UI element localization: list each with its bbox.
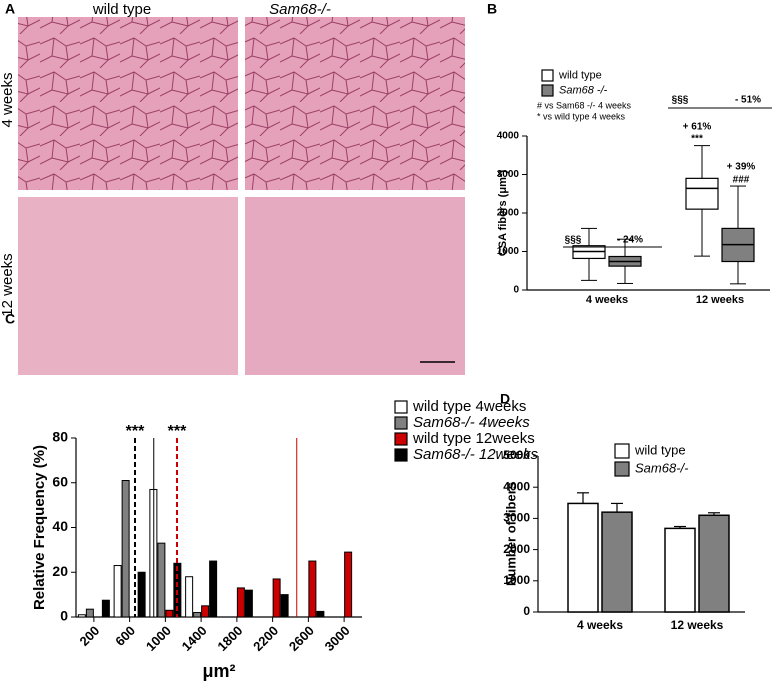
x-tick-label: 2200 (250, 623, 281, 654)
y-tick-label: 60 (52, 473, 68, 489)
x-tick-label: 3000 (322, 623, 353, 654)
micrograph (245, 197, 465, 375)
legend-label: wild type 12weeks (412, 430, 535, 447)
x-tick-label: 4 weeks (577, 618, 623, 632)
bar (113, 565, 122, 618)
panel-label: C (5, 311, 15, 327)
x-tick-label: 4 weeks (586, 294, 628, 306)
y-tick-label: 0 (513, 285, 519, 296)
column-label: Sam68-/- (269, 1, 331, 18)
significance-label: *** (168, 423, 187, 440)
note: * vs wild type 4 weeks (537, 111, 626, 121)
x-tick-label: 1000 (143, 623, 174, 654)
bar (601, 511, 633, 613)
x-axis-label: μm² (202, 661, 235, 681)
legend-swatch (394, 416, 408, 430)
legend-label: Sam68-/- 4weeks (413, 414, 530, 431)
bar (77, 614, 86, 618)
bar (344, 551, 353, 618)
y-tick-label: 2000 (497, 208, 520, 219)
y-axis-label: Number of fibers (503, 482, 518, 586)
y-tick-label: 40 (52, 518, 68, 534)
bar (101, 599, 110, 618)
bar (201, 605, 210, 618)
bar (157, 542, 166, 618)
y-tick-label: 4000 (503, 479, 530, 493)
row-label: 12 weeks (0, 253, 16, 316)
panel-label: B (487, 1, 497, 17)
bar (121, 480, 130, 618)
annotation: ### (733, 175, 750, 186)
micrograph (245, 17, 465, 190)
annotation: + 61% (683, 122, 712, 133)
y-tick-label: 0 (523, 604, 530, 618)
panel-label: A (5, 1, 15, 17)
micrograph (18, 17, 238, 190)
bar (698, 514, 730, 613)
annotation: *** (691, 134, 703, 145)
y-tick-label: 2000 (503, 542, 530, 556)
y-tick-label: 0 (60, 608, 68, 624)
legend-swatch (614, 443, 630, 459)
bar (664, 527, 696, 613)
row-label: 4 weeks (0, 72, 16, 127)
bar (165, 609, 174, 618)
bar (567, 502, 599, 613)
x-tick-label: 600 (112, 623, 138, 649)
legend-label: Sam68-/- 12weeks (413, 446, 539, 463)
legend-swatch (394, 448, 408, 462)
note: # vs Sam68 -/- 4 weeks (537, 100, 632, 110)
bar (209, 560, 218, 618)
panel-label: D (500, 391, 510, 407)
y-axis-label: Relative Frequency (%) (31, 445, 48, 610)
y-tick-label: 80 (52, 429, 68, 445)
column-label: wild type (92, 1, 151, 18)
legend-swatch (394, 432, 408, 446)
bar (236, 587, 245, 618)
annotation: §§§ (565, 235, 582, 246)
legend-swatch (541, 84, 554, 97)
bar (85, 608, 94, 618)
bar (272, 578, 281, 618)
bar (280, 594, 289, 618)
y-tick-label: 3000 (503, 511, 530, 525)
significance-label: *** (126, 423, 145, 440)
x-tick-label: 12 weeks (696, 294, 744, 306)
annotation: - 51% (735, 95, 761, 106)
y-tick-label: 5000 (503, 448, 530, 462)
y-tick-label: 1000 (497, 246, 520, 257)
x-tick-label: 1400 (179, 623, 210, 654)
legend-swatch (394, 400, 408, 414)
legend-label: wild type 4weeks (412, 398, 526, 415)
y-tick-label: 1000 (503, 573, 530, 587)
y-tick-label: 3000 (497, 169, 520, 180)
annotation: + 39% (727, 162, 756, 173)
x-tick-label: 1800 (214, 623, 245, 654)
legend-swatch (541, 69, 554, 82)
annotation: §§§ (672, 95, 689, 106)
annotation: - 24% (617, 235, 643, 246)
x-tick-label: 2600 (286, 623, 317, 654)
y-tick-label: 4000 (497, 131, 520, 142)
bar (316, 610, 325, 618)
x-tick-label: 200 (76, 623, 102, 649)
legend-label: wild type (558, 69, 602, 81)
micrograph (18, 197, 238, 375)
bar (137, 571, 146, 618)
y-axis-label: CSA fibers (μm²) (497, 169, 509, 256)
y-tick-label: 20 (52, 563, 68, 579)
legend-label: wild type (634, 442, 686, 457)
legend-label: Sam68 -/- (559, 84, 608, 96)
bar (185, 576, 194, 618)
bar (244, 589, 253, 618)
bar (193, 612, 202, 618)
bar (308, 560, 317, 618)
legend-label: Sam68-/- (635, 460, 689, 475)
x-tick-label: 12 weeks (671, 618, 724, 632)
legend-swatch (614, 461, 630, 477)
box (685, 177, 719, 210)
